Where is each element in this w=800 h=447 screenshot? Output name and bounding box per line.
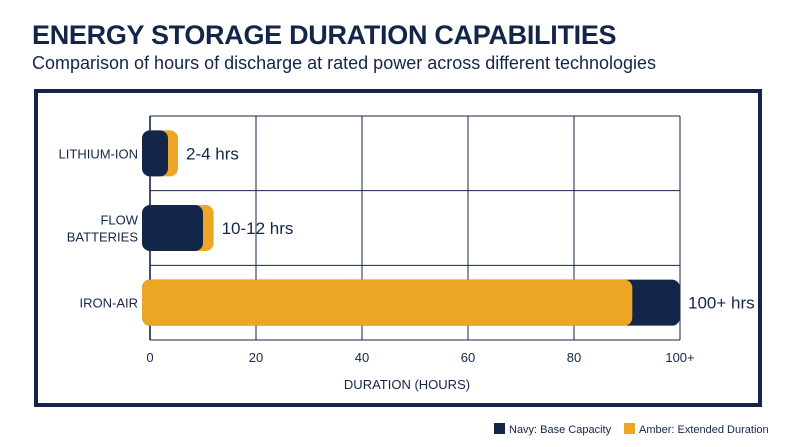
data-label: 100+ hrs: [688, 294, 755, 313]
chart-subtitle: Comparison of hours of discharge at rate…: [32, 53, 657, 73]
bar-base: [142, 205, 203, 251]
category-label: FLOW: [100, 213, 138, 228]
x-tick-label: 100+: [665, 350, 694, 365]
category-label: LITHIUM-ION: [59, 146, 138, 161]
data-label: 2-4 hrs: [186, 144, 239, 163]
x-tick-label: 0: [146, 350, 153, 365]
legend-navy-label: Navy: Base Capacity: [509, 424, 612, 436]
x-tick-label: 80: [567, 350, 581, 365]
legend-amber: Amber: Extended Duration: [624, 423, 769, 437]
bar-extended: [142, 279, 633, 326]
legend-navy-swatch: [494, 423, 505, 434]
data-label: 10-12 hrs: [222, 219, 294, 238]
x-tick-label: 60: [461, 350, 475, 365]
category-label: BATTERIES: [67, 230, 139, 245]
chart-title: ENERGY STORAGE DURATION CAPABILITIES: [32, 20, 617, 50]
legend-amber-swatch: [624, 423, 635, 434]
x-tick-label: 20: [249, 350, 263, 365]
category-label: IRON-AIR: [80, 296, 139, 311]
x-tick-label: 40: [355, 350, 369, 365]
chart-frame: [34, 89, 762, 407]
legend-navy: Navy: Base Capacity: [494, 423, 611, 437]
x-axis-label: DURATION (HOURS): [344, 377, 470, 392]
bar-base: [142, 130, 168, 177]
legend-amber-label: Amber: Extended Duration: [639, 424, 769, 436]
